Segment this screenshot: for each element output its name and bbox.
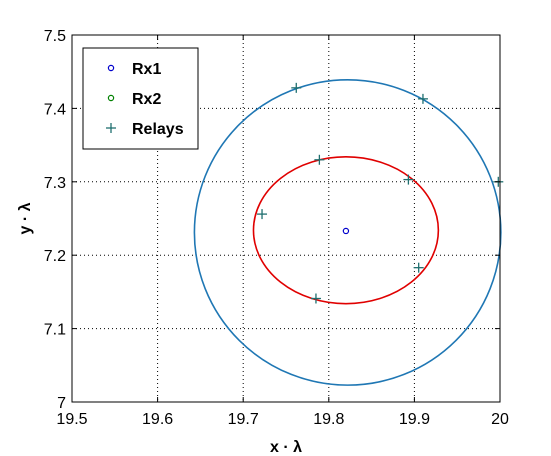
x-tick-label: 19.5	[56, 411, 87, 428]
y-axis-label: y · λ	[17, 202, 34, 234]
plot-frame	[71, 34, 501, 403]
relay-marker	[257, 209, 268, 220]
legend-label-rx2: Rx2	[132, 91, 161, 108]
grid	[72, 35, 500, 402]
legend-marker-rx1	[107, 64, 115, 72]
y-tick-label: 7.2	[44, 248, 66, 265]
relay-marker	[403, 174, 414, 185]
legend-marker-rx2	[107, 94, 115, 102]
outer-circle	[193, 78, 502, 386]
curves	[193, 78, 502, 386]
y-tick-label: 7	[57, 395, 66, 412]
x-tick-label: 19.9	[399, 411, 430, 428]
legend-label-relays: Relays	[132, 121, 184, 138]
relay-marker	[413, 262, 424, 273]
x-tick-label: 19.7	[228, 411, 259, 428]
relay-marker	[314, 154, 325, 165]
legend: Rx1 Rx2 Relays	[82, 47, 199, 150]
x-tick-label: 19.8	[313, 411, 344, 428]
inner-circle	[252, 156, 440, 305]
x-tick-label: 19.6	[142, 411, 173, 428]
ticks: 19.5 19.6 19.7 19.8 19.9 20 7 7.1 7.2 7.3 7.4 7.5	[44, 28, 509, 428]
y-tick-label: 7.4	[44, 101, 66, 118]
y-tick-label: 7.3	[44, 175, 66, 192]
x-tick-label: 20	[491, 411, 509, 428]
legend-marker-relays	[106, 123, 116, 133]
y-tick-label: 7.1	[44, 322, 66, 339]
relay-marker	[310, 293, 321, 304]
legend-label-rx1: Rx1	[132, 61, 161, 78]
relay-marker	[291, 82, 302, 93]
x-axis-label: x · λ	[270, 439, 302, 456]
y-tick-label: 7.5	[44, 28, 66, 45]
legend-box	[82, 47, 199, 150]
rx1-point	[342, 227, 350, 235]
relay-marker	[417, 93, 428, 104]
